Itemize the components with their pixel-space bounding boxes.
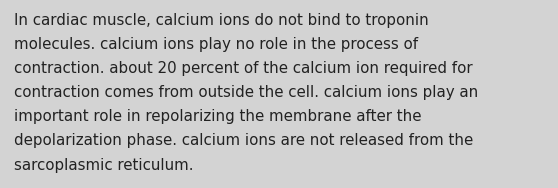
Text: sarcoplasmic reticulum.: sarcoplasmic reticulum.	[14, 158, 194, 173]
Text: contraction comes from outside the cell. calcium ions play an: contraction comes from outside the cell.…	[14, 85, 478, 100]
Text: contraction. about 20 percent of the calcium ion required for: contraction. about 20 percent of the cal…	[14, 61, 473, 76]
Text: depolarization phase. calcium ions are not released from the: depolarization phase. calcium ions are n…	[14, 133, 473, 149]
Text: molecules. calcium ions play no role in the process of: molecules. calcium ions play no role in …	[14, 37, 418, 52]
Text: important role in repolarizing the membrane after the: important role in repolarizing the membr…	[14, 109, 421, 124]
Text: In cardiac muscle, calcium ions do not bind to troponin: In cardiac muscle, calcium ions do not b…	[14, 13, 429, 28]
